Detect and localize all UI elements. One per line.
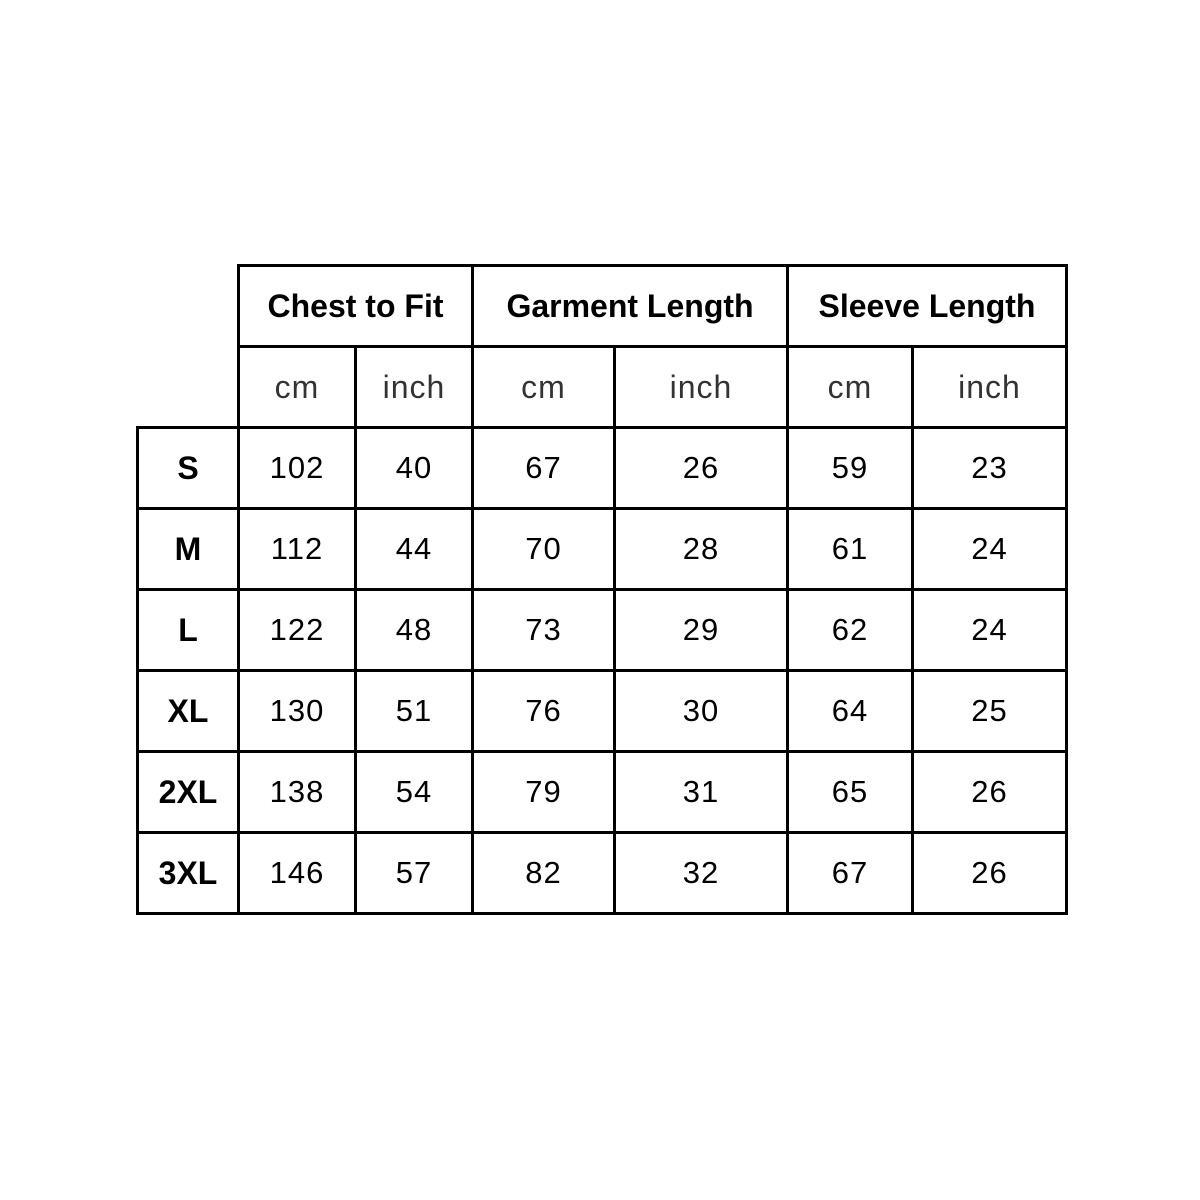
measurement-cell: 26: [911, 750, 1068, 834]
measurement-cell: 24: [911, 588, 1068, 672]
measurement-cell: 65: [786, 750, 914, 834]
table-row: XL 130 51 76 30 64 25: [136, 669, 1068, 753]
unit-header: inch: [613, 345, 789, 429]
size-label: S: [136, 426, 240, 510]
measurement-cell: 25: [911, 669, 1068, 753]
measurement-cell: 29: [613, 588, 789, 672]
table-row: S 102 40 67 26 59 23: [136, 426, 1068, 510]
measurement-cell: 24: [911, 507, 1068, 591]
measurement-cell: 146: [237, 831, 357, 915]
table-row: M 112 44 70 28 61 24: [136, 507, 1068, 591]
measurement-cell: 30: [613, 669, 789, 753]
measurement-cell: 54: [354, 750, 474, 834]
measurement-cell: 67: [786, 831, 914, 915]
measurement-cell: 26: [911, 831, 1068, 915]
size-label: M: [136, 507, 240, 591]
measurement-cell: 130: [237, 669, 357, 753]
measurement-cell: 40: [354, 426, 474, 510]
measurement-cell: 61: [786, 507, 914, 591]
table-row: L 122 48 73 29 62 24: [136, 588, 1068, 672]
measurement-cell: 82: [471, 831, 616, 915]
size-label: XL: [136, 669, 240, 753]
unit-header-row: cm inch cm inch cm inch: [138, 345, 1068, 429]
measurement-cell: 44: [354, 507, 474, 591]
measurement-cell: 28: [613, 507, 789, 591]
measurement-cell: 51: [354, 669, 474, 753]
measurement-cell: 57: [354, 831, 474, 915]
size-label: 2XL: [136, 750, 240, 834]
unit-header: cm: [237, 345, 357, 429]
unit-header: cm: [471, 345, 616, 429]
unit-header: inch: [354, 345, 474, 429]
measurement-cell: 64: [786, 669, 914, 753]
measurement-cell: 31: [613, 750, 789, 834]
measurement-cell: 67: [471, 426, 616, 510]
size-chart-table: Chest to Fit Garment Length Sleeve Lengt…: [136, 264, 1068, 915]
measurement-cell: 76: [471, 669, 616, 753]
measurement-cell: 73: [471, 588, 616, 672]
measurement-cell: 102: [237, 426, 357, 510]
table-row: 3XL 146 57 82 32 67 26: [136, 831, 1068, 915]
unit-header: inch: [911, 345, 1068, 429]
measurement-cell: 26: [613, 426, 789, 510]
header-garment-length: Garment Length: [471, 264, 789, 348]
unit-header: cm: [786, 345, 914, 429]
size-label: L: [136, 588, 240, 672]
table-row: 2XL 138 54 79 31 65 26: [136, 750, 1068, 834]
measurement-cell: 48: [354, 588, 474, 672]
measurement-cell: 79: [471, 750, 616, 834]
measurement-cell: 122: [237, 588, 357, 672]
measurement-cell: 62: [786, 588, 914, 672]
measurement-cell: 59: [786, 426, 914, 510]
size-label: 3XL: [136, 831, 240, 915]
measurement-cell: 32: [613, 831, 789, 915]
header-chest-to-fit: Chest to Fit: [237, 264, 474, 348]
empty-corner: [138, 266, 239, 347]
measurement-cell: 70: [471, 507, 616, 591]
measurement-cell: 138: [237, 750, 357, 834]
empty-corner: [138, 347, 239, 428]
measurement-cell: 23: [911, 426, 1068, 510]
measurement-cell: 112: [237, 507, 357, 591]
group-header-row: Chest to Fit Garment Length Sleeve Lengt…: [138, 264, 1068, 348]
header-sleeve-length: Sleeve Length: [786, 264, 1068, 348]
